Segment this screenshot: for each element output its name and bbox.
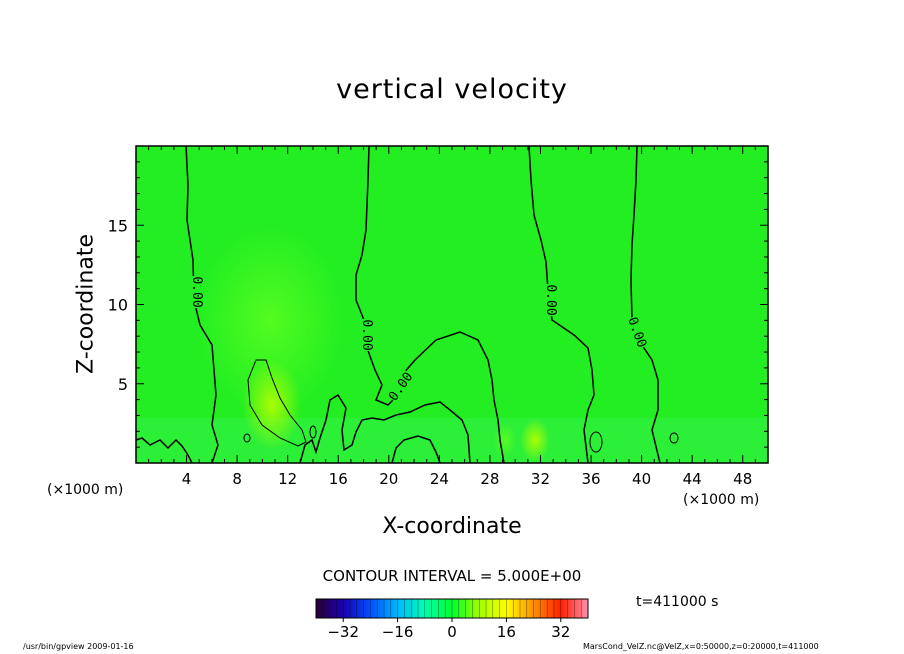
time-label: t=411000 s [636, 594, 719, 610]
x-tick-label: 8 [232, 470, 242, 488]
positive-contour-line [247, 359, 307, 447]
zero-contour-line [391, 435, 441, 464]
y-tick-label: 5 [118, 375, 128, 394]
colorbar-tick-label: 16 [497, 623, 516, 641]
positive-contour-line [589, 431, 603, 453]
small-contour-line [309, 425, 317, 439]
x-tick-label: 16 [329, 470, 348, 488]
x-tick-label: 44 [683, 470, 702, 488]
x-tick-label: 4 [182, 470, 192, 488]
contour-label-background [546, 284, 558, 316]
colorbar-tick-label: 32 [551, 623, 570, 641]
contour-label: 0.00 [189, 276, 204, 307]
x-axis-label: X-coordinate [382, 514, 522, 539]
small-contour-line [669, 432, 679, 444]
contour-label-background [385, 369, 415, 403]
x-tick-label: 40 [632, 470, 651, 488]
zero-contour-line [185, 145, 219, 464]
contour-label-background [626, 314, 650, 350]
x-tick-label: 24 [430, 470, 449, 488]
colorbar-tick-label: 0 [447, 623, 457, 641]
x-unit-label-left: (×1000 m) [47, 482, 124, 498]
field-lower-band [136, 418, 768, 463]
x-tick-label: 20 [379, 470, 398, 488]
x-tick-label: 28 [480, 470, 499, 488]
x-tick-label: 12 [278, 470, 297, 488]
contour-label-background [362, 319, 374, 351]
x-unit-label-right: (×1000 m) [683, 492, 760, 508]
zero-contour-line [299, 393, 471, 464]
field-small-region [520, 418, 550, 462]
field-max-region [242, 360, 302, 450]
field-small-region [493, 422, 517, 458]
x-tick-label: 32 [531, 470, 550, 488]
contour-label-background [192, 276, 204, 308]
small-contour-line [243, 433, 251, 443]
footer-source-label: MarsCond_VelZ.nc@VelZ,x=0:50000,z=0:2000… [583, 642, 819, 651]
colorbar-tick-label: −32 [327, 623, 359, 641]
y-tick-label: 10 [108, 296, 128, 315]
y-tick-label: 15 [108, 216, 128, 235]
zero-contour-line [528, 145, 595, 464]
contour-label: 0.00 [543, 284, 558, 315]
contour-label: 0.00 [359, 319, 374, 350]
zero-contour-line [135, 437, 193, 464]
field-updraft-region [195, 225, 345, 415]
footer-program-label: /usr/bin/gpview 2009-01-16 [23, 642, 134, 651]
x-tick-label: 48 [733, 470, 752, 488]
chart-title: vertical velocity [336, 74, 568, 105]
contour-interval-label: CONTOUR INTERVAL = 5.000E+00 [322, 567, 582, 585]
x-tick-label: 36 [581, 470, 600, 488]
colorbar-tick-label: −16 [382, 623, 414, 641]
